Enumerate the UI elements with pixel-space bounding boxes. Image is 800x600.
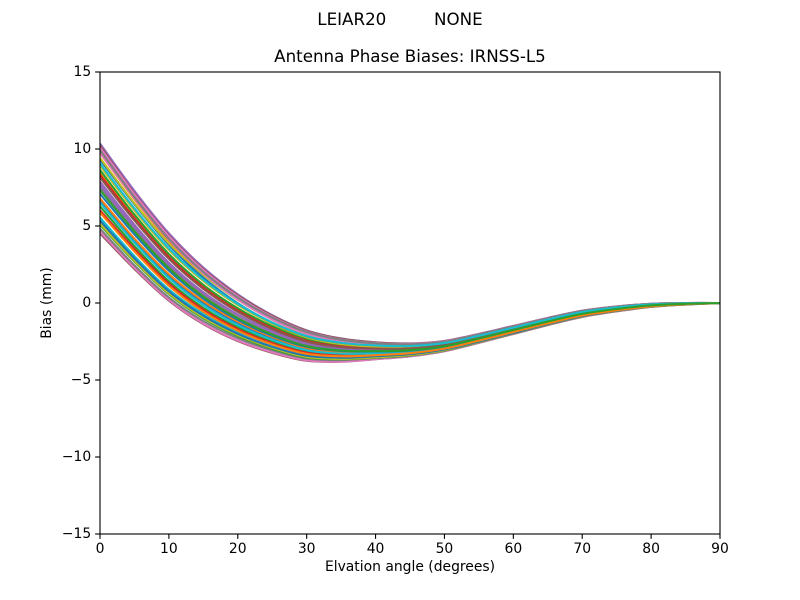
bias-curve-9: [100, 165, 720, 349]
bias-curve-5: [100, 142, 720, 345]
x-tick-label-0: 0: [95, 541, 105, 558]
x-tick-label-50: 50: [435, 541, 454, 558]
y-tick-label-0: 0: [82, 295, 92, 311]
y-tick-label-−5: −5: [70, 372, 92, 388]
bias-curve-32: [100, 211, 720, 358]
y-tick-label-−10: −10: [61, 449, 92, 465]
x-tick-label-90: 90: [711, 541, 729, 558]
bias-curve-33: [100, 189, 720, 353]
x-tick-label-60: 60: [504, 541, 523, 558]
suptitle: LEIAR20 NONE: [317, 9, 483, 29]
x-tick-label-80: 80: [642, 541, 660, 558]
y-axis-label-text: Bias (mm): [39, 267, 55, 339]
x-tick-label-10: 10: [160, 541, 178, 558]
x-tick-label-30: 30: [297, 541, 316, 558]
y-tick-label-5: 5: [82, 218, 92, 234]
bias-curve-30: [100, 162, 720, 348]
x-axis-label: Elvation angle (degrees): [324, 559, 496, 575]
curve-group: [100, 142, 720, 363]
y-tick-label-15: 15: [73, 64, 92, 80]
x-tick-label-20: 20: [228, 541, 247, 558]
x-tick-label-70: 70: [573, 541, 592, 558]
tick-marks: [95, 71, 721, 539]
x-tick-label-40: 40: [366, 541, 385, 558]
y-tick-label-−15: −15: [61, 526, 92, 542]
y-tick-label-10: 10: [73, 141, 92, 157]
chart-title: Antenna Phase Biases: IRNSS-L5: [274, 46, 546, 66]
bias-curve-14: [100, 209, 720, 357]
